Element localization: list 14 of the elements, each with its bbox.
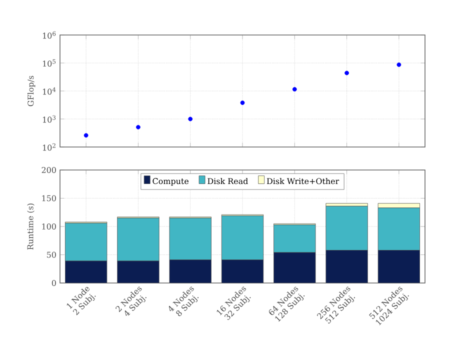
bar [378, 250, 420, 283]
bar [274, 252, 316, 283]
point [188, 116, 193, 122]
point [84, 133, 88, 138]
point [240, 100, 245, 105]
point [396, 62, 402, 67]
point [292, 87, 297, 92]
bar [65, 260, 107, 283]
bar [170, 260, 212, 283]
point [344, 70, 349, 76]
point [136, 124, 140, 130]
bar [326, 250, 368, 283]
bar [222, 260, 264, 283]
bar [117, 260, 160, 283]
